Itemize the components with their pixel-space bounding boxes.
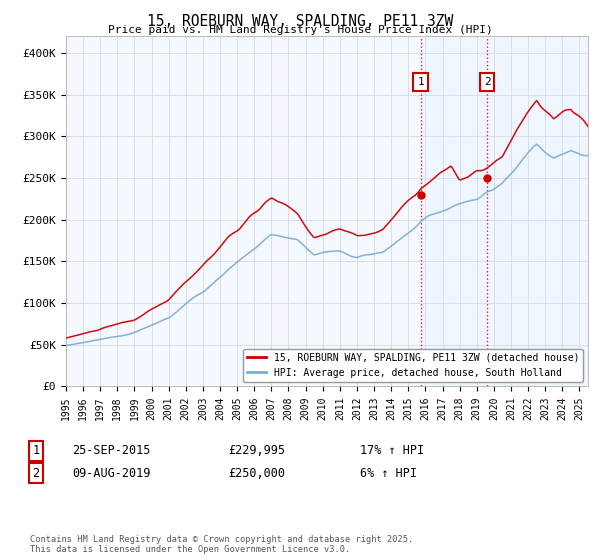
Text: 1: 1	[32, 444, 40, 458]
Bar	[421, 36, 588, 386]
Text: 17% ↑ HPI: 17% ↑ HPI	[360, 444, 424, 458]
Text: 09-AUG-2019: 09-AUG-2019	[72, 466, 151, 480]
Text: Price paid vs. HM Land Registry's House Price Index (HPI): Price paid vs. HM Land Registry's House …	[107, 25, 493, 35]
Text: 25-SEP-2015: 25-SEP-2015	[72, 444, 151, 458]
Text: Contains HM Land Registry data © Crown copyright and database right 2025.
This d: Contains HM Land Registry data © Crown c…	[30, 535, 413, 554]
Text: 2: 2	[484, 77, 490, 87]
Text: 2: 2	[32, 466, 40, 480]
Text: 15, ROEBURN WAY, SPALDING, PE11 3ZW: 15, ROEBURN WAY, SPALDING, PE11 3ZW	[147, 14, 453, 29]
Text: 6% ↑ HPI: 6% ↑ HPI	[360, 466, 417, 480]
Text: 1: 1	[417, 77, 424, 87]
Text: £250,000: £250,000	[228, 466, 285, 480]
Text: £229,995: £229,995	[228, 444, 285, 458]
Legend: 15, ROEBURN WAY, SPALDING, PE11 3ZW (detached house), HPI: Average price, detach: 15, ROEBURN WAY, SPALDING, PE11 3ZW (det…	[242, 349, 583, 381]
